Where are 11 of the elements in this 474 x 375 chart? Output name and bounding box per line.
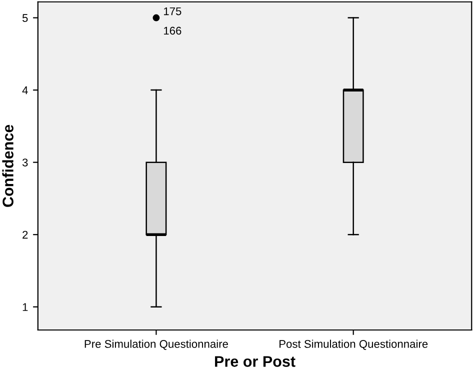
y-axis-title: Confidence (2, 124, 14, 207)
y-tick-label: 4 (22, 86, 28, 94)
y-tick-label: 2 (22, 230, 28, 239)
annotation: 175 (164, 7, 182, 16)
x-tick-label: Post Simulation Questionnaire (280, 340, 428, 350)
y-tick-label: 3 (22, 158, 28, 166)
y-tick-label: 1 (22, 303, 28, 311)
x-tick-label: Pre Simulation Questionnaire (84, 340, 228, 350)
y-tick-label: 5 (22, 14, 28, 22)
annotation: 166 (164, 26, 182, 35)
x-axis-title: Pre or Post (215, 356, 296, 367)
